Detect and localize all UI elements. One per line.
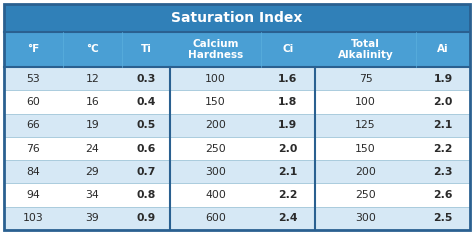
- Text: Ti: Ti: [140, 44, 151, 55]
- Text: 150: 150: [205, 97, 226, 107]
- Text: °C: °C: [86, 44, 99, 55]
- Text: 300: 300: [205, 167, 226, 177]
- Text: 0.6: 0.6: [136, 143, 155, 154]
- Text: 400: 400: [205, 190, 226, 200]
- Bar: [4, 207, 470, 230]
- Text: 34: 34: [85, 190, 99, 200]
- Text: 76: 76: [27, 143, 40, 154]
- Text: 2.1: 2.1: [434, 120, 453, 130]
- Text: 94: 94: [27, 190, 40, 200]
- Text: 60: 60: [27, 97, 40, 107]
- Bar: [4, 137, 470, 160]
- Text: Ai: Ai: [438, 44, 449, 55]
- Text: 39: 39: [85, 213, 99, 223]
- Text: 53: 53: [27, 74, 40, 84]
- Text: 75: 75: [359, 74, 373, 84]
- Text: 66: 66: [27, 120, 40, 130]
- Text: 2.0: 2.0: [434, 97, 453, 107]
- Text: 0.3: 0.3: [136, 74, 155, 84]
- Text: 103: 103: [23, 213, 44, 223]
- Text: 29: 29: [85, 167, 99, 177]
- Bar: [4, 4, 470, 32]
- Text: 1.8: 1.8: [278, 97, 298, 107]
- Bar: [4, 183, 470, 207]
- Text: 2.5: 2.5: [434, 213, 453, 223]
- Text: 2.1: 2.1: [278, 167, 298, 177]
- Text: 1.9: 1.9: [278, 120, 298, 130]
- Text: 200: 200: [355, 167, 376, 177]
- Text: 1.6: 1.6: [278, 74, 298, 84]
- Text: 0.5: 0.5: [137, 120, 155, 130]
- Text: 2.6: 2.6: [433, 190, 453, 200]
- Text: 12: 12: [85, 74, 99, 84]
- Text: 2.4: 2.4: [278, 213, 298, 223]
- Text: Total
Alkalinity: Total Alkalinity: [337, 39, 393, 60]
- Text: 1.9: 1.9: [434, 74, 453, 84]
- Text: 2.2: 2.2: [433, 143, 453, 154]
- Text: 250: 250: [205, 143, 226, 154]
- Bar: [4, 32, 470, 67]
- Text: 24: 24: [85, 143, 99, 154]
- Text: 16: 16: [85, 97, 99, 107]
- Text: 250: 250: [355, 190, 376, 200]
- Text: 100: 100: [205, 74, 226, 84]
- Text: Calcium
Hardness: Calcium Hardness: [188, 39, 243, 60]
- Bar: [4, 67, 470, 90]
- Text: 0.9: 0.9: [137, 213, 155, 223]
- Text: 300: 300: [355, 213, 376, 223]
- Text: 2.2: 2.2: [278, 190, 298, 200]
- Text: 84: 84: [27, 167, 40, 177]
- Text: 600: 600: [205, 213, 226, 223]
- Text: 200: 200: [205, 120, 226, 130]
- Text: 0.8: 0.8: [137, 190, 155, 200]
- Text: Ci: Ci: [282, 44, 293, 55]
- Text: 19: 19: [85, 120, 99, 130]
- Text: °F: °F: [27, 44, 40, 55]
- Text: 100: 100: [355, 97, 376, 107]
- Bar: [4, 113, 470, 137]
- Text: 2.3: 2.3: [433, 167, 453, 177]
- Text: 150: 150: [355, 143, 376, 154]
- Text: 2.0: 2.0: [278, 143, 298, 154]
- Bar: [4, 90, 470, 113]
- Text: 0.7: 0.7: [136, 167, 155, 177]
- Text: 0.4: 0.4: [136, 97, 155, 107]
- Text: Saturation Index: Saturation Index: [171, 11, 303, 25]
- Text: 125: 125: [355, 120, 376, 130]
- Bar: [4, 160, 470, 183]
